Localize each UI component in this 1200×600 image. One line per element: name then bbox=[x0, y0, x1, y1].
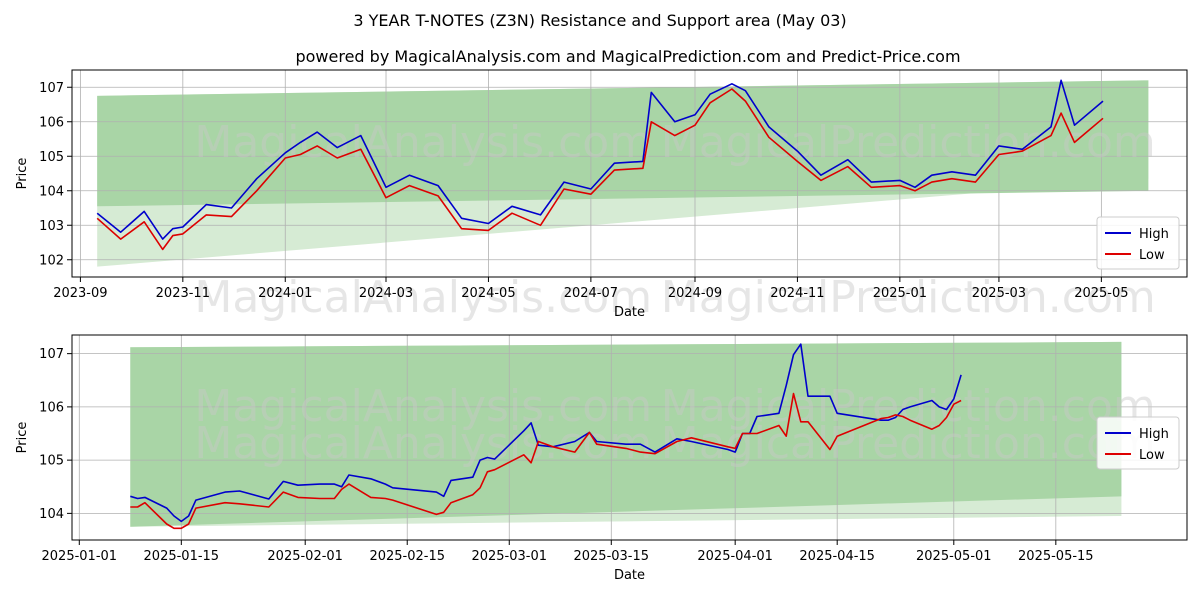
bottom-xtick-label-6: 2025-04-01 bbox=[697, 549, 773, 564]
top-xtick-label-2: 2024-01 bbox=[258, 286, 312, 301]
bottom-ytick-label-1: 105 bbox=[39, 454, 64, 469]
top-ytick-label-0: 102 bbox=[39, 253, 64, 268]
top-legend-label-low: Low bbox=[1139, 248, 1165, 263]
top-x-axis-label: Date bbox=[614, 305, 645, 320]
bottom-xtick-label-3: 2025-02-15 bbox=[369, 549, 445, 564]
bottom-legend: High Low bbox=[1096, 416, 1180, 470]
bottom-ytick-label-2: 106 bbox=[39, 400, 64, 415]
bottom-xtick-label-0: 2025-01-01 bbox=[42, 549, 118, 564]
top-series-low bbox=[96, 88, 1104, 251]
top-xtick-label-0: 2023-09 bbox=[53, 286, 107, 301]
top-ytick-label-2: 104 bbox=[39, 184, 64, 199]
bottom-xtick-label-2: 2025-02-01 bbox=[267, 549, 343, 564]
top-ytick-label-5: 107 bbox=[39, 81, 64, 96]
top-watermark-3: MagicalAnalysis.com bbox=[194, 272, 652, 323]
top-chart-panel: MagicalAnalysis.com MagicalPrediction.com… bbox=[15, 69, 1188, 323]
bottom-series-low bbox=[130, 392, 962, 530]
top-legend: High Low bbox=[1096, 216, 1180, 270]
top-xtick-label-9: 2025-03 bbox=[972, 286, 1026, 301]
chart-subtitle: powered by MagicalAnalysis.com and Magic… bbox=[295, 47, 960, 66]
top-xtick-label-7: 2024-11 bbox=[770, 286, 824, 301]
top-series-high bbox=[96, 79, 1104, 240]
bottom-xtick-label-9: 2025-05-15 bbox=[1018, 549, 1094, 564]
top-watermark-2: MagicalPrediction.com bbox=[661, 117, 1156, 168]
bottom-chart-panel: MagicalAnalysis.com MagicalPrediction.com… bbox=[15, 334, 1188, 583]
bottom-ytick-label-0: 104 bbox=[39, 507, 64, 522]
bottom-watermark-4: MagicalPrediction.com bbox=[661, 418, 1156, 469]
top-legend-label-high: High bbox=[1139, 227, 1169, 242]
top-watermark-4: MagicalPrediction.com bbox=[661, 272, 1156, 323]
top-xtick-label-5: 2024-07 bbox=[564, 286, 618, 301]
top-xtick-label-10: 2025-05 bbox=[1074, 286, 1128, 301]
bottom-legend-label-low: Low bbox=[1139, 448, 1165, 463]
bottom-xtick-label-5: 2025-03-15 bbox=[573, 549, 649, 564]
bottom-x-axis-label: Date bbox=[614, 568, 645, 583]
bottom-watermark-2: MagicalPrediction.com bbox=[661, 381, 1156, 432]
top-ytick-label-3: 105 bbox=[39, 150, 64, 165]
bottom-plot-frame bbox=[71, 334, 1188, 541]
top-ytick-label-1: 103 bbox=[39, 219, 64, 234]
bottom-watermark-1: MagicalAnalysis.com bbox=[194, 381, 652, 432]
bottom-y-axis-label: Price bbox=[15, 422, 30, 454]
bottom-xtick-label-4: 2025-03-01 bbox=[471, 549, 547, 564]
top-legend-box bbox=[1096, 216, 1180, 270]
top-band-inner bbox=[97, 80, 1149, 207]
bottom-legend-label-high: High bbox=[1139, 427, 1169, 442]
top-xtick-label-6: 2024-09 bbox=[668, 286, 722, 301]
bottom-legend-box bbox=[1096, 416, 1180, 470]
bottom-band-inner bbox=[130, 341, 1122, 527]
top-xtick-label-1: 2023-11 bbox=[156, 286, 210, 301]
top-y-axis-label: Price bbox=[15, 158, 30, 190]
chart-title: 3 YEAR T-NOTES (Z3N) Resistance and Supp… bbox=[353, 11, 846, 30]
top-xtick-label-8: 2025-01 bbox=[873, 286, 927, 301]
bottom-xtick-label-7: 2025-04-15 bbox=[799, 549, 875, 564]
top-xtick-label-4: 2024-05 bbox=[461, 286, 515, 301]
bottom-xtick-label-1: 2025-01-15 bbox=[144, 549, 220, 564]
top-xtick-label-3: 2024-03 bbox=[359, 286, 413, 301]
bottom-ytick-label-3: 107 bbox=[39, 347, 64, 362]
bottom-watermark-3: MagicalAnalysis.com bbox=[194, 418, 652, 469]
top-ytick-label-4: 106 bbox=[39, 115, 64, 130]
bottom-xtick-label-8: 2025-05-01 bbox=[916, 549, 992, 564]
top-plot-frame bbox=[71, 69, 1188, 278]
top-watermark-1: MagicalAnalysis.com bbox=[194, 117, 652, 168]
